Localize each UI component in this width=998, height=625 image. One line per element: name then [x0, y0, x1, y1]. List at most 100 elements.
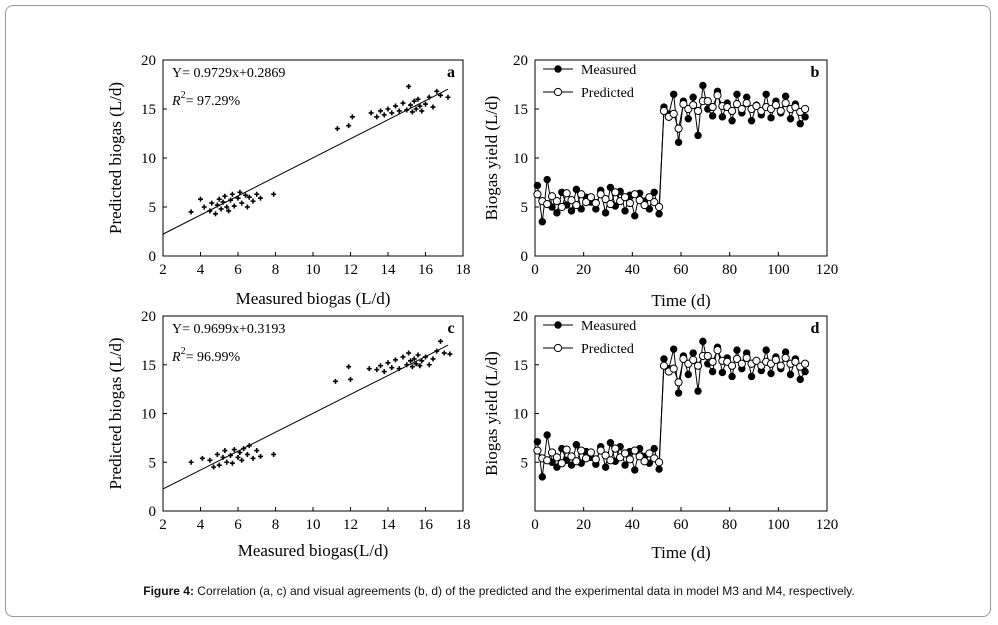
predicted-point [689, 100, 698, 110]
predicted-point [669, 109, 678, 119]
y-tick-label: 15 [513, 102, 528, 118]
x-tick-label: 40 [625, 517, 640, 533]
legend-label: Predicted [581, 342, 634, 357]
data-point [400, 354, 406, 360]
measured-point [650, 444, 658, 453]
data-point [426, 94, 432, 100]
data-point [254, 191, 260, 197]
measured-point [689, 93, 697, 101]
data-point [258, 453, 263, 459]
predicted-point [606, 456, 615, 465]
legend-label: Predicted [581, 86, 634, 101]
data-point [447, 351, 453, 357]
data-point [368, 110, 374, 116]
r-superscript: 2 [181, 90, 186, 101]
y-tick-label: 0 [149, 504, 157, 520]
predicted-point [533, 190, 542, 199]
data-point [222, 193, 228, 199]
predicted-point [752, 356, 761, 365]
measured-point [733, 90, 741, 99]
data-point [239, 200, 245, 206]
predicted-point [586, 193, 596, 202]
measured-point [694, 387, 702, 395]
legend-marker-measured [554, 65, 562, 73]
predicted-point [601, 195, 610, 204]
measured-point [699, 337, 707, 346]
data-point [445, 94, 451, 100]
measured-point [801, 113, 809, 121]
x-tick-label: 10 [306, 262, 321, 278]
predicted-point [635, 196, 644, 205]
measured-point [708, 112, 717, 120]
measured-point [684, 115, 692, 123]
y-tick-label: 10 [141, 151, 156, 167]
data-point [207, 208, 213, 214]
data-point [254, 448, 260, 454]
predicted-point [679, 354, 688, 363]
measured-point [631, 212, 639, 220]
predicted-point [655, 202, 664, 212]
data-point [346, 364, 352, 370]
measured-point [767, 114, 775, 122]
measured-point [601, 463, 610, 471]
measured-point [601, 209, 610, 217]
data-point [413, 361, 419, 367]
predicted-point [640, 457, 649, 466]
data-point [404, 107, 410, 113]
data-point [417, 103, 423, 109]
predicted-point [562, 189, 571, 198]
x-tick-label: 4 [197, 262, 205, 278]
predicted-point [771, 100, 781, 110]
predicted-point [708, 357, 717, 366]
measured-point [567, 207, 576, 215]
r-squared-value: = 96.99% [186, 350, 241, 365]
measured-point [684, 370, 692, 379]
predicted-point [752, 101, 761, 111]
caption-label: Figure 4: [143, 584, 194, 598]
predicted-point [801, 359, 810, 368]
predicted-point [611, 188, 620, 197]
y-tick-label: 5 [149, 455, 157, 471]
data-point [239, 457, 245, 463]
data-point [374, 114, 380, 120]
predicted-point [620, 449, 630, 458]
legend-marker-predicted [553, 87, 563, 97]
panel-c: 2 4 6 8 10 12 14 16 18 0 5 10 15 20 Measured biogas(L/… [106, 309, 471, 560]
measured-point [708, 367, 717, 376]
panel-label: a [447, 64, 455, 81]
data-point [406, 83, 412, 89]
y-tick-label: 10 [513, 407, 528, 423]
data-point [334, 126, 340, 132]
data-point [434, 348, 440, 354]
data-point [406, 350, 412, 356]
data-point [271, 451, 277, 457]
predicted-point [689, 355, 698, 364]
data-point [188, 459, 194, 465]
predicted-point [552, 197, 562, 206]
panel-label: c [447, 320, 454, 337]
data-point [438, 338, 443, 344]
data-point [231, 203, 237, 209]
data-point [393, 357, 398, 363]
data-point [235, 454, 241, 460]
measured-point [786, 115, 795, 123]
predicted-point [552, 453, 562, 462]
r-squared-label: R2= 96.99% [171, 346, 240, 365]
predicted-point [625, 455, 635, 464]
x-tick-label: 16 [418, 517, 434, 533]
measured-point [543, 175, 551, 184]
data-point [417, 363, 423, 369]
data-point [220, 199, 226, 205]
predicted-point [781, 353, 790, 363]
predicted-point [557, 459, 566, 468]
measured-point [728, 117, 736, 125]
data-point [346, 123, 352, 129]
data-point [408, 102, 413, 108]
data-point [366, 366, 372, 372]
measured-point [733, 346, 741, 354]
y-tick-label: 10 [513, 151, 528, 167]
measured-point [762, 90, 770, 99]
predicted-point [708, 102, 717, 112]
predicted-point [596, 446, 605, 455]
measured-point [572, 441, 581, 449]
